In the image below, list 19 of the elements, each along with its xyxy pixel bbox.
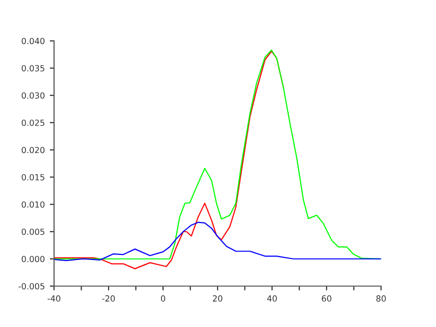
line-series [54, 50, 382, 260]
line-series [54, 222, 382, 262]
y-tick-label: 0.040 [22, 38, 44, 44]
x-tick-label: -40 [48, 295, 60, 302]
y-tick-label: 0.000 [22, 256, 44, 262]
x-tick-label: -20 [102, 295, 115, 302]
y-tick-label: 0.020 [22, 146, 44, 154]
y-tick-label: 0.035 [22, 65, 44, 72]
x-tick-label: 60 [322, 295, 332, 302]
y-tick-label: -0.005 [18, 283, 44, 290]
y-tick-label: 0.030 [22, 92, 44, 99]
y-tick-label: 0.005 [22, 228, 44, 235]
x-tick-label: 20 [212, 295, 222, 302]
x-tick-label: 0 [160, 295, 166, 302]
y-tick-label: 0.025 [22, 120, 44, 126]
y-tick-label: 0.015 [22, 174, 44, 180]
y-tick-label: 0.010 [22, 201, 44, 208]
x-tick-label: 40 [267, 295, 277, 302]
x-tick-label: 80 [376, 295, 386, 302]
